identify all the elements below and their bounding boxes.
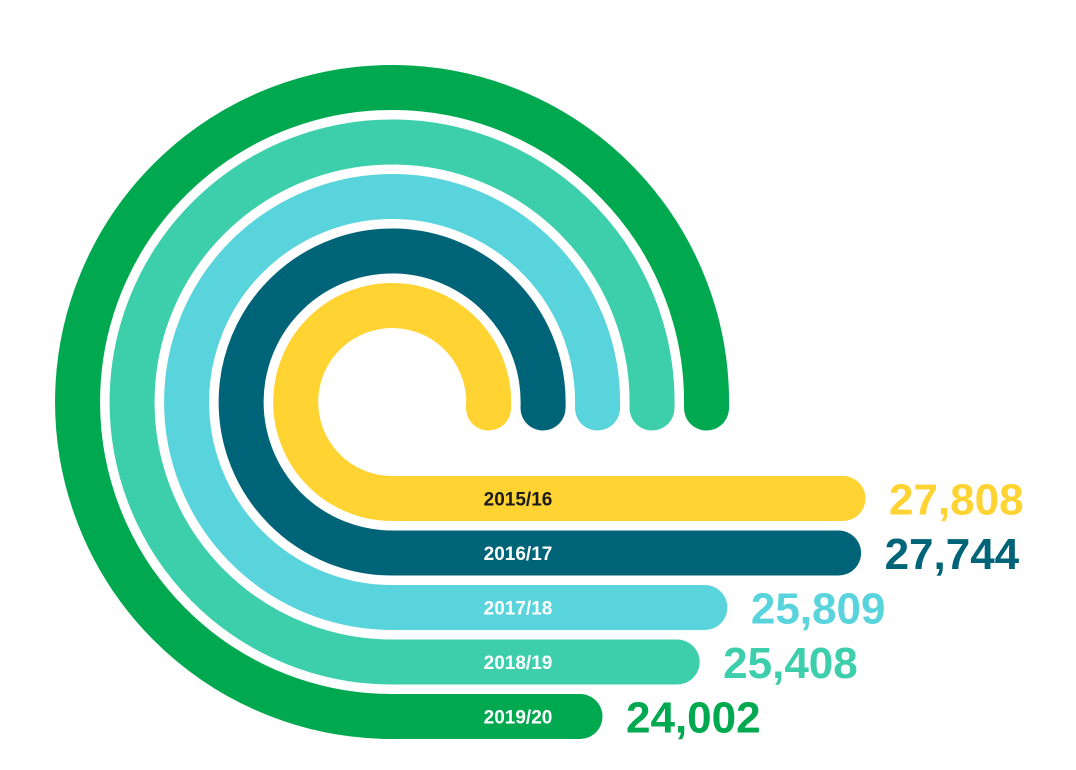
category-label: 2016/17 xyxy=(484,544,553,565)
value-label: 27,808 xyxy=(889,476,1024,525)
category-label: 2018/19 xyxy=(484,653,553,674)
bar-2018-19 xyxy=(109,119,700,685)
bar-2019-20 xyxy=(55,65,730,739)
category-label: 2015/16 xyxy=(484,490,553,511)
category-label: 2017/18 xyxy=(484,599,553,620)
bar-2017-18 xyxy=(164,174,728,630)
bar-2015-16 xyxy=(273,283,866,521)
value-label: 25,408 xyxy=(723,639,858,688)
value-label: 25,809 xyxy=(751,585,886,634)
value-label: 27,744 xyxy=(885,530,1020,579)
bar-2016-17 xyxy=(218,228,862,576)
category-label: 2019/20 xyxy=(484,708,553,729)
value-label: 24,002 xyxy=(626,694,761,743)
